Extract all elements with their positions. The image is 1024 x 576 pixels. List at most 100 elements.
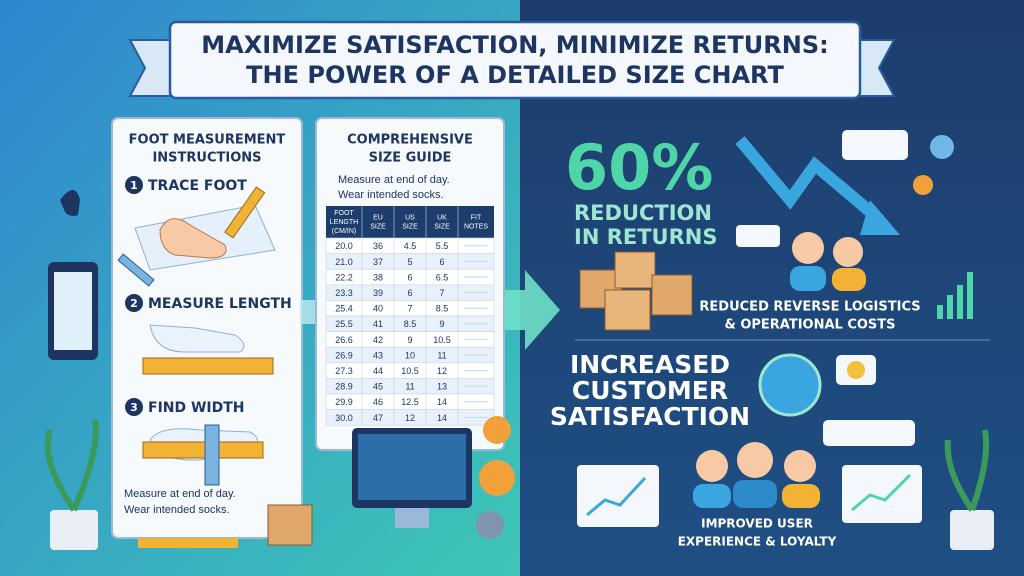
table-cell: 14 bbox=[437, 413, 447, 423]
note: Measure at end of day. bbox=[124, 488, 236, 500]
person bbox=[792, 232, 824, 264]
pencil bbox=[138, 538, 238, 548]
note: Wear intended socks. bbox=[124, 504, 230, 516]
box bbox=[267, 504, 313, 546]
thumbs-up bbox=[758, 353, 822, 417]
step-label: TRACE FOOT bbox=[148, 178, 247, 194]
table-cell: 10 bbox=[405, 350, 415, 360]
caption: IMPROVED USER bbox=[701, 517, 813, 531]
plant-pot bbox=[50, 510, 98, 550]
table-cell: 7 bbox=[407, 304, 412, 314]
table-cell: 25.5 bbox=[335, 319, 353, 329]
person bbox=[782, 484, 820, 508]
table-cell: 20.0 bbox=[335, 241, 353, 251]
table-cell: 8.5 bbox=[404, 319, 417, 329]
table-header: LENGTH bbox=[330, 219, 358, 226]
trend-line bbox=[586, 476, 647, 517]
step-number: 3 bbox=[130, 401, 138, 414]
step-3: 3 FIND WIDTH bbox=[125, 398, 264, 486]
table-header: FOOT bbox=[334, 210, 354, 217]
table-header: EU bbox=[373, 214, 383, 221]
phone-screen bbox=[54, 272, 92, 350]
stat-label: SATISFACTION bbox=[550, 402, 750, 431]
table-cell: 36 bbox=[373, 241, 383, 251]
caption: & OPERATIONAL COSTS bbox=[724, 318, 895, 333]
gear bbox=[913, 175, 933, 195]
chart-card bbox=[842, 465, 922, 523]
down-arrow bbox=[860, 200, 900, 235]
table-cell: 7 bbox=[439, 288, 444, 298]
stat: 60% bbox=[565, 131, 713, 204]
plant-pot bbox=[950, 510, 994, 550]
gear bbox=[483, 416, 511, 444]
table-header: NOTES bbox=[464, 223, 488, 230]
person bbox=[693, 484, 731, 508]
table-cell: 45 bbox=[373, 382, 383, 392]
table-cell: 42 bbox=[373, 335, 383, 345]
table-cell: 43 bbox=[373, 350, 383, 360]
person bbox=[737, 442, 773, 478]
title-banner bbox=[168, 20, 862, 100]
step-1: 1 TRACE FOOT bbox=[117, 176, 276, 287]
plant bbox=[944, 429, 990, 512]
table-header: US bbox=[405, 214, 415, 221]
table-cell: 6 bbox=[439, 257, 444, 267]
table-cell: 14 bbox=[437, 397, 447, 407]
table-cell: 26.6 bbox=[335, 335, 353, 345]
table-header: UK bbox=[437, 214, 447, 221]
table-cell: 6 bbox=[407, 288, 412, 298]
table-cell: 37 bbox=[373, 257, 383, 267]
table-header: (CM/IN) bbox=[332, 228, 357, 235]
person bbox=[784, 450, 816, 482]
step-label: FIND WIDTH bbox=[148, 400, 245, 416]
table-header: FIT bbox=[471, 214, 482, 221]
table-header: SIZE bbox=[402, 223, 418, 230]
card-heading: SIZE GUIDE bbox=[369, 151, 452, 166]
card-heading: FOOT MEASUREMENT bbox=[129, 133, 286, 148]
note: Wear intended socks. bbox=[338, 189, 444, 201]
table-cell: 23.3 bbox=[335, 288, 353, 298]
card-heading: INSTRUCTIONS bbox=[152, 151, 261, 166]
monitor-stand bbox=[395, 508, 429, 528]
table-cell: 29.9 bbox=[335, 397, 353, 407]
table-cell: 22.2 bbox=[335, 272, 353, 282]
step-2: 2 MEASURE LENGTH bbox=[125, 294, 292, 375]
table-cell: 12.5 bbox=[401, 397, 419, 407]
card-heading: COMPREHENSIVE bbox=[347, 133, 473, 148]
table-header-bg bbox=[326, 206, 494, 238]
table-cell: 11 bbox=[405, 382, 414, 392]
table-cell: 5 bbox=[407, 257, 412, 267]
table-cell: 25.4 bbox=[335, 304, 353, 314]
table-cell: 11 bbox=[437, 350, 446, 360]
table-header: SIZE bbox=[370, 223, 386, 230]
person bbox=[733, 480, 777, 508]
person bbox=[832, 268, 866, 291]
table-cell: 10.5 bbox=[401, 366, 419, 376]
table-cell: 40 bbox=[373, 304, 383, 314]
table-cell: 47 bbox=[373, 413, 383, 423]
table-cell: 39 bbox=[373, 288, 383, 298]
bar-icon bbox=[937, 272, 973, 319]
step-label: MEASURE LENGTH bbox=[148, 296, 292, 312]
stat-label: REDUCTION bbox=[574, 201, 712, 225]
stat-label: CUSTOMER bbox=[572, 376, 728, 405]
trend-line bbox=[851, 473, 912, 512]
table-cell: 5.5 bbox=[436, 241, 449, 251]
smiley bbox=[847, 361, 865, 379]
table-cell: 12 bbox=[437, 366, 447, 376]
person bbox=[790, 266, 826, 291]
plant bbox=[44, 419, 99, 512]
size-table: FOOT LENGTH (CM/IN) EU SIZE US SIZE UK SIZE FIT NO… bbox=[325, 206, 495, 426]
table-cell: 8.5 bbox=[436, 304, 449, 314]
person bbox=[833, 237, 863, 267]
arrow bbox=[500, 270, 560, 350]
table-cell: 4.5 bbox=[404, 241, 417, 251]
gear bbox=[479, 460, 515, 496]
banner-tail bbox=[128, 39, 176, 97]
footprint bbox=[60, 190, 80, 216]
table-cell: 46 bbox=[373, 397, 383, 407]
note: Measure at end of day. bbox=[338, 174, 450, 186]
table-cell: 13 bbox=[437, 382, 447, 392]
table-cell: 30.0 bbox=[335, 413, 353, 423]
